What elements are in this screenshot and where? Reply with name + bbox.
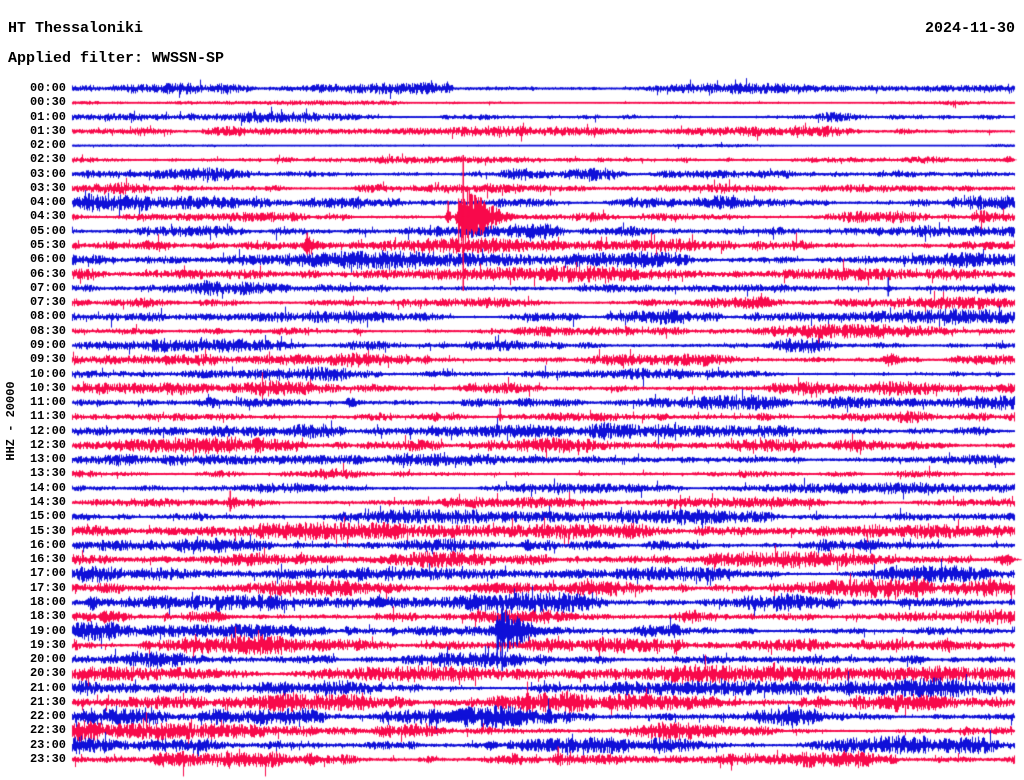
time-label: 16:00 (29, 537, 66, 552)
applied-filter-label: Applied filter: WWSSN-SP (8, 50, 225, 67)
time-label: 18:30 (29, 609, 66, 624)
time-label: 05:30 (29, 238, 66, 253)
time-label: 17:00 (29, 566, 66, 581)
date-label: 2024-11-30 (924, 20, 1015, 37)
time-label: 02:30 (29, 152, 66, 167)
time-label: 17:30 (29, 580, 66, 595)
time-label: 12:00 (29, 423, 66, 438)
time-label: 20:00 (29, 652, 66, 667)
time-label: 12:30 (29, 437, 66, 452)
time-label: 19:00 (29, 623, 66, 638)
time-label: 18:00 (29, 594, 66, 609)
time-label: 23:00 (29, 737, 66, 752)
time-label: 06:00 (29, 252, 66, 267)
time-label: 10:30 (29, 380, 66, 395)
time-label: 05:00 (29, 223, 66, 238)
time-label: 09:30 (29, 352, 66, 367)
time-label: 00:30 (29, 95, 66, 110)
time-label: 06:30 (29, 266, 66, 281)
time-label: 02:00 (29, 138, 66, 153)
time-label: 00:00 (29, 81, 66, 95)
time-label: 11:30 (29, 409, 66, 424)
time-label: 13:00 (29, 452, 66, 467)
time-label: 19:30 (29, 637, 66, 652)
time-label: 21:00 (29, 680, 66, 695)
time-label: 11:00 (29, 395, 66, 410)
time-label: 01:30 (29, 123, 66, 138)
time-label: 22:00 (29, 709, 66, 724)
station-title: HT Thessaloniki (8, 20, 144, 37)
time-label: 03:00 (29, 166, 66, 181)
time-label: 15:30 (29, 523, 66, 538)
time-label: 10:00 (29, 366, 66, 381)
time-label: 14:00 (29, 480, 66, 495)
time-label: 23:30 (29, 752, 66, 767)
time-label: 13:30 (29, 466, 66, 481)
time-label: 04:00 (29, 195, 66, 210)
time-label: 04:30 (29, 209, 66, 224)
time-label: 07:30 (29, 295, 66, 310)
time-label: 20:30 (29, 666, 66, 681)
time-label: 15:00 (29, 509, 66, 524)
time-label: 22:30 (29, 723, 66, 738)
time-label: 08:30 (29, 323, 66, 338)
time-label: 07:00 (29, 280, 66, 295)
time-label: 16:30 (29, 552, 66, 567)
time-label: 21:30 (29, 694, 66, 709)
time-label: 08:00 (29, 309, 66, 324)
time-label: 01:00 (29, 109, 66, 124)
time-label: 14:30 (29, 495, 66, 510)
time-label: 03:30 (29, 180, 66, 195)
time-label: 09:00 (29, 337, 66, 352)
